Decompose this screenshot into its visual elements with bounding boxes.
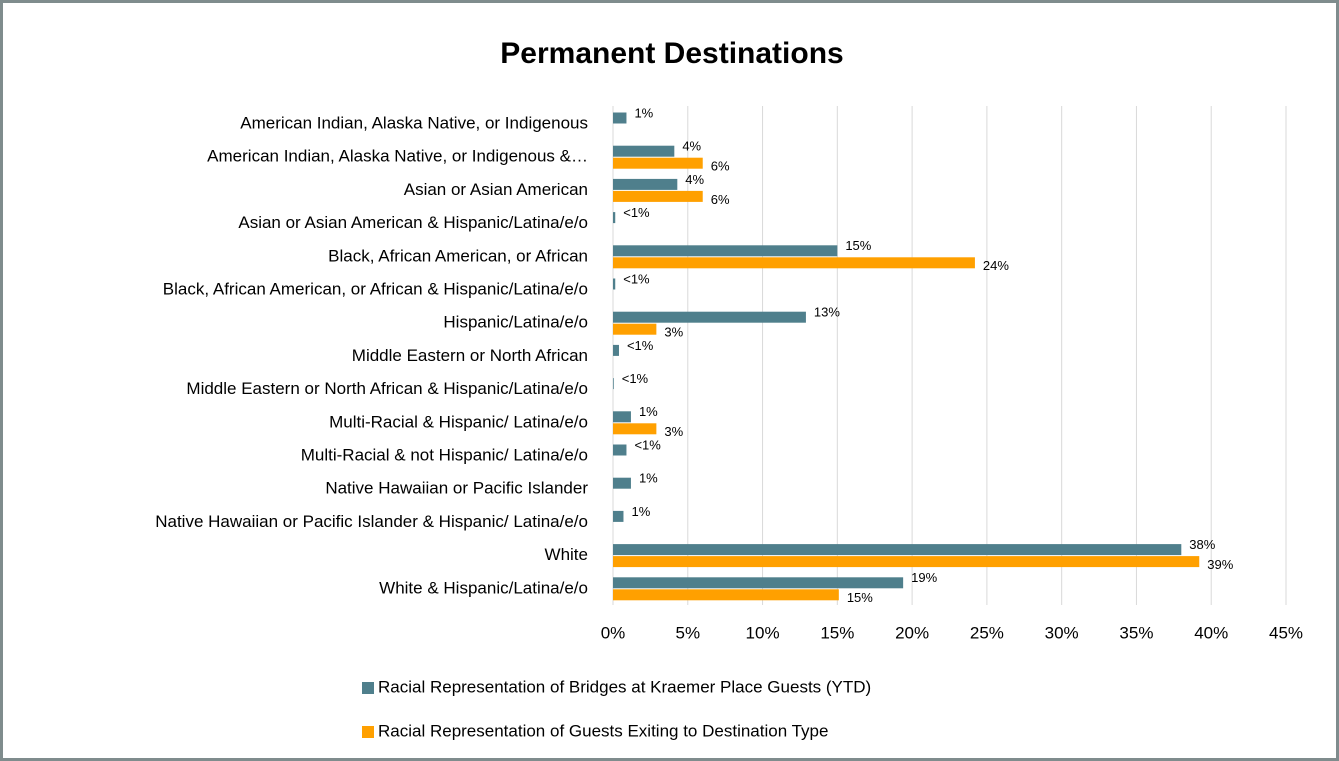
x-tick-label: 10% bbox=[746, 623, 780, 642]
x-tick-label: 15% bbox=[820, 623, 854, 642]
y-tick-label: Black, African American, or African bbox=[328, 246, 588, 265]
y-tick-label: Black, African American, or African & Hi… bbox=[163, 279, 588, 298]
bar bbox=[613, 378, 614, 390]
bar bbox=[613, 544, 1182, 556]
bar bbox=[613, 589, 839, 601]
data-label: 6% bbox=[711, 192, 730, 207]
legend-swatch bbox=[362, 726, 374, 738]
legend-label: Racial Representation of Bridges at Krae… bbox=[378, 677, 871, 696]
data-label: <1% bbox=[622, 371, 649, 386]
bar bbox=[613, 190, 703, 202]
data-label: <1% bbox=[634, 437, 661, 452]
chart-title: Permanent Destinations bbox=[500, 37, 843, 70]
data-label: 4% bbox=[685, 172, 704, 187]
data-label: <1% bbox=[623, 271, 650, 286]
x-tick-label: 25% bbox=[970, 623, 1004, 642]
y-tick-label: Middle Eastern or North African & Hispan… bbox=[186, 379, 588, 398]
data-label: 1% bbox=[639, 471, 658, 486]
bar bbox=[613, 556, 1200, 568]
bar bbox=[613, 344, 619, 356]
bar bbox=[613, 510, 624, 522]
y-tick-label: Native Hawaiian or Pacific Islander bbox=[325, 479, 588, 498]
data-label: 3% bbox=[664, 424, 683, 439]
data-label: 4% bbox=[682, 139, 701, 154]
bar bbox=[613, 311, 806, 323]
data-label: 1% bbox=[631, 504, 650, 519]
y-tick-label: Asian or Asian American & Hispanic/Latin… bbox=[238, 213, 588, 232]
y-tick-label: Multi-Racial & not Hispanic/ Latina/e/o bbox=[301, 445, 588, 464]
data-label: 3% bbox=[664, 325, 683, 340]
bar bbox=[613, 411, 631, 423]
bar bbox=[613, 178, 678, 190]
x-tick-label: 30% bbox=[1045, 623, 1079, 642]
y-tick-label: Hispanic/Latina/e/o bbox=[443, 313, 588, 332]
data-label: 13% bbox=[814, 305, 840, 320]
bar bbox=[613, 278, 616, 290]
y-tick-label: White bbox=[545, 545, 588, 564]
data-label: <1% bbox=[623, 205, 650, 220]
data-label: 24% bbox=[983, 258, 1009, 273]
data-label: <1% bbox=[627, 338, 654, 353]
data-label: 6% bbox=[711, 159, 730, 174]
bar bbox=[613, 257, 975, 269]
x-tick-label: 40% bbox=[1194, 623, 1228, 642]
x-tick-label: 0% bbox=[601, 623, 626, 642]
y-tick-label: Native Hawaiian or Pacific Islander & Hi… bbox=[155, 512, 588, 531]
bar bbox=[613, 112, 627, 124]
y-tick-label: Asian or Asian American bbox=[404, 180, 588, 199]
bar bbox=[613, 145, 675, 157]
bar bbox=[613, 577, 904, 589]
y-tick-label: American Indian, Alaska Native, or Indig… bbox=[240, 113, 588, 132]
x-tick-label: 45% bbox=[1269, 623, 1303, 642]
y-tick-label: Multi-Racial & Hispanic/ Latina/e/o bbox=[329, 412, 588, 431]
y-tick-label: American Indian, Alaska Native, or Indig… bbox=[207, 147, 588, 166]
x-tick-label: 20% bbox=[895, 623, 929, 642]
bar bbox=[613, 323, 657, 335]
data-label: 19% bbox=[911, 570, 937, 585]
y-tick-label: White & Hispanic/Latina/e/o bbox=[379, 578, 588, 597]
data-label: 1% bbox=[639, 404, 658, 419]
data-label: 39% bbox=[1207, 557, 1233, 572]
legend-swatch bbox=[362, 682, 374, 694]
bar bbox=[613, 245, 838, 257]
x-tick-label: 5% bbox=[675, 623, 700, 642]
data-label: 38% bbox=[1189, 537, 1215, 552]
x-tick-label: 35% bbox=[1119, 623, 1153, 642]
data-label: 15% bbox=[845, 238, 871, 253]
bar bbox=[613, 212, 616, 224]
data-label: 15% bbox=[847, 590, 873, 605]
bar bbox=[613, 423, 657, 435]
legend-label: Racial Representation of Guests Exiting … bbox=[378, 721, 828, 740]
data-label: 1% bbox=[634, 105, 653, 120]
y-tick-label: Middle Eastern or North African bbox=[352, 346, 588, 365]
bar bbox=[613, 444, 627, 456]
bar bbox=[613, 477, 631, 489]
bar bbox=[613, 157, 703, 169]
